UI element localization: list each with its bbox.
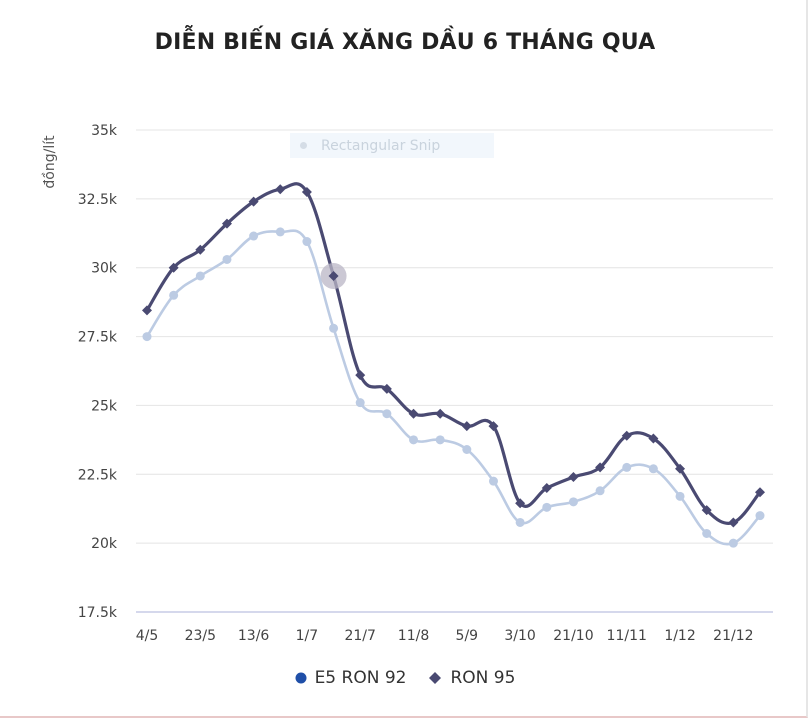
data-point-e5-ron-92 [435, 435, 445, 445]
x-tick-label: 5/9 [456, 628, 479, 644]
data-point-e5-ron-92 [595, 486, 605, 496]
rectangular-snip-overlay: Rectangular Snip [290, 133, 494, 158]
x-tick-label: 21/12 [713, 628, 753, 644]
data-point-ron-95 [195, 244, 206, 255]
data-point-ron-95 [408, 408, 419, 419]
diamond-marker-icon [429, 672, 442, 684]
data-point-ron-95 [461, 421, 472, 432]
data-point-ron-95 [675, 463, 686, 474]
data-point-e5-ron-92 [355, 398, 365, 408]
data-point-ron-95 [435, 408, 446, 419]
data-point-e5-ron-92 [675, 491, 685, 501]
data-point-e5-ron-92 [728, 538, 738, 548]
data-point-e5-ron-92 [329, 323, 339, 333]
data-point-ron-95 [221, 218, 232, 229]
data-point-ron-95 [621, 430, 632, 441]
y-tick-label: 25k [91, 398, 118, 414]
x-tick-label: 13/6 [238, 628, 270, 644]
data-point-e5-ron-92 [462, 444, 472, 454]
chart-title: DIỄN BIẾN GIÁ XĂNG DẦU 6 THÁNG QUA [154, 30, 656, 55]
data-point-e5-ron-92 [622, 462, 632, 472]
data-point-ron-95 [515, 498, 526, 509]
data-point-ron-95 [301, 186, 312, 197]
y-tick-label: 32.5k [78, 192, 118, 208]
label-layer: 17.5k 20k 22.5k 25k 27.5k 30k 32.5k 35k đồng/lít… [41, 123, 754, 644]
data-point-ron-95 [142, 305, 152, 316]
data-point-e5-ron-92 [382, 409, 392, 419]
data-point-ron-95 [381, 383, 392, 394]
x-tick-label: 1/12 [664, 628, 695, 644]
y-tick-label: 30k [91, 261, 118, 277]
data-point-ron-95 [488, 421, 499, 432]
data-point-e5-ron-92 [702, 529, 712, 539]
data-point-ron-95 [328, 270, 339, 281]
y-tick-label: 20k [91, 536, 118, 552]
series-line-ron-95 [145, 182, 762, 525]
data-point-ron-95 [728, 517, 739, 528]
circle-marker-icon [295, 672, 307, 684]
data-point-ron-95 [355, 370, 366, 381]
legend-label-e5-ron-92: E5 RON 92 [314, 668, 407, 688]
legend-item-ron-95[interactable]: RON 95 [428, 668, 515, 688]
data-point-e5-ron-92 [275, 227, 285, 237]
data-point-e5-ron-92 [249, 231, 259, 241]
x-tick-label: 3/10 [504, 628, 535, 644]
legend-item-e5-ron-92[interactable]: E5 RON 92 [295, 668, 407, 688]
grid-layer [136, 129, 773, 613]
data-point-ron-95 [648, 433, 659, 444]
data-point-ron-95 [595, 462, 606, 473]
chart-legend: E5 RON 92 RON 95 [0, 668, 810, 688]
snip-dot-icon [300, 142, 307, 149]
data-point-e5-ron-92 [568, 497, 578, 507]
x-tick-label: 4/5 [136, 628, 159, 644]
data-point-ron-95 [755, 487, 765, 498]
data-point-ron-95 [701, 505, 712, 516]
x-tick-label: 23/5 [185, 628, 216, 644]
snip-label: Rectangular Snip [321, 137, 441, 154]
x-tick-label: 11/8 [398, 628, 429, 644]
data-point-ron-95 [275, 184, 286, 195]
y-axis-title: đồng/lít [41, 135, 58, 189]
data-point-e5-ron-92 [142, 332, 152, 342]
y-tick-label: 22.5k [78, 467, 118, 483]
data-point-e5-ron-92 [195, 271, 205, 281]
series-line-e5-ron-92 [145, 229, 762, 546]
data-point-e5-ron-92 [222, 254, 232, 264]
y-tick-label: 27.5k [78, 330, 118, 346]
data-point-ron-95 [541, 483, 552, 494]
x-tick-label: 21/7 [344, 628, 375, 644]
x-tick-label: 1/7 [296, 628, 319, 644]
x-tick-label: 21/10 [553, 628, 593, 644]
legend-label-ron-95: RON 95 [450, 668, 516, 688]
data-point-e5-ron-92 [302, 237, 312, 247]
x-tick-label: 11/11 [607, 628, 647, 644]
data-point-e5-ron-92 [169, 290, 179, 300]
data-point-e5-ron-92 [542, 502, 552, 512]
data-point-e5-ron-92 [648, 464, 658, 474]
data-point-e5-ron-92 [515, 517, 525, 527]
data-point-e5-ron-92 [755, 511, 765, 521]
data-point-e5-ron-92 [488, 476, 498, 486]
data-point-e5-ron-92 [409, 435, 419, 445]
y-tick-label: 35k [91, 123, 118, 139]
y-tick-label: 17.5k [78, 605, 118, 621]
data-point-ron-95 [568, 472, 579, 483]
series-layer [142, 182, 765, 548]
data-point-ron-95 [248, 196, 259, 207]
data-point-ron-95 [168, 262, 179, 273]
